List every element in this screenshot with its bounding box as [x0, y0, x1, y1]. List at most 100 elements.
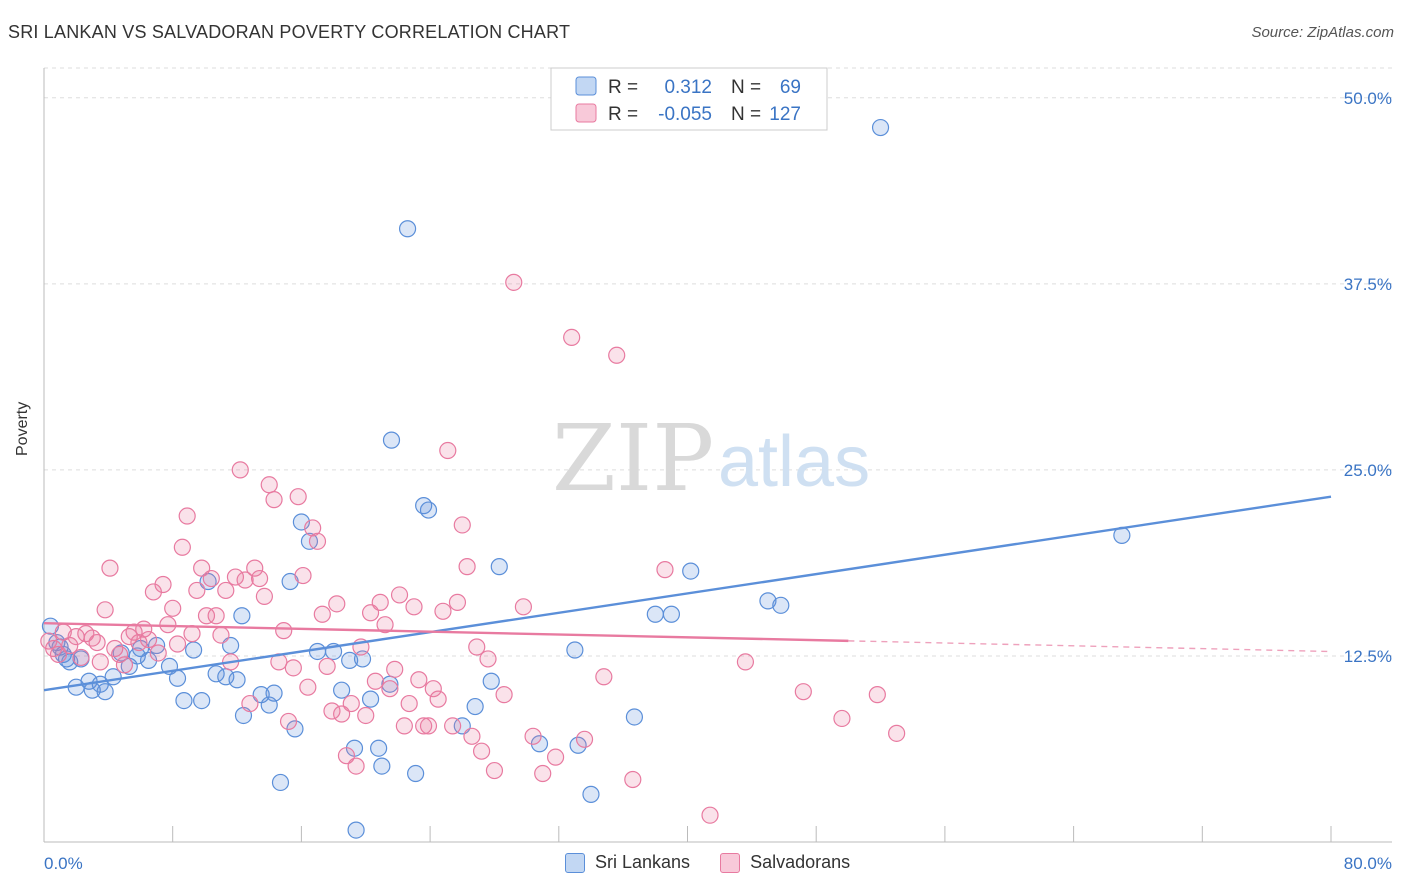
data-point — [72, 648, 90, 667]
data-point — [736, 653, 755, 671]
data-point — [794, 683, 812, 701]
data-point — [546, 748, 565, 766]
watermark-atlas: atlas — [718, 422, 870, 502]
x-tick-labels: 0.0% 80.0% — [44, 854, 1392, 873]
legend-swatch-salvadorans — [575, 103, 597, 123]
data-point — [361, 690, 380, 708]
data-point — [149, 644, 167, 662]
data-point — [373, 757, 391, 775]
data-point — [656, 561, 674, 579]
data-point — [453, 516, 471, 534]
data-point — [398, 220, 417, 238]
data-point — [624, 770, 642, 789]
data-point — [185, 641, 203, 659]
legend-n-label: N = — [731, 104, 761, 125]
data-point — [101, 559, 119, 577]
data-point — [308, 532, 327, 550]
data-point — [458, 558, 476, 576]
data-point — [482, 672, 500, 690]
legend-n-value: 69 — [780, 77, 801, 98]
data-point — [313, 605, 331, 623]
data-point — [505, 273, 523, 291]
data-point — [534, 764, 552, 783]
data-point — [96, 601, 114, 619]
data-point — [366, 672, 385, 690]
y-tick-labels: 12.5% 25.0% 37.5% 50.0% — [1344, 89, 1392, 666]
data-point — [164, 599, 182, 617]
data-point — [429, 690, 447, 708]
data-point — [207, 607, 225, 625]
trend-line-extension — [848, 640, 1332, 653]
data-point — [342, 694, 360, 713]
data-point — [419, 717, 438, 735]
data-point — [434, 602, 452, 620]
data-point — [236, 571, 254, 589]
legend-item-sri-lankans[interactable]: Sri Lankans — [565, 852, 690, 873]
data-point — [207, 665, 225, 683]
data-point — [265, 684, 283, 702]
data-point — [130, 633, 148, 652]
data-point — [341, 651, 359, 670]
data-point — [575, 730, 594, 748]
data-point — [682, 562, 700, 580]
data-point — [662, 605, 681, 623]
data-point — [228, 671, 246, 689]
data-point — [514, 598, 533, 616]
data-point — [61, 636, 79, 655]
legend-swatch-sri-lankans — [575, 76, 597, 96]
data-point — [333, 681, 351, 699]
y-tick-label: 50.0% — [1344, 89, 1392, 108]
data-point — [250, 569, 269, 588]
legend-r-value: 0.312 — [664, 77, 712, 98]
data-point — [233, 607, 251, 625]
watermark-zip: ZIP — [552, 405, 714, 512]
data-point — [168, 635, 187, 653]
data-point — [646, 605, 664, 623]
data-point — [772, 596, 790, 614]
data-point — [49, 645, 68, 664]
data-point — [439, 441, 457, 460]
data-point — [308, 642, 327, 661]
data-point — [255, 587, 273, 606]
data-point — [111, 645, 129, 664]
legend-r-label: R = — [608, 77, 638, 98]
data-points — [40, 118, 1131, 839]
data-point — [289, 488, 307, 506]
data-point — [275, 622, 293, 640]
data-point — [91, 653, 109, 671]
legend-label: Salvadorans — [750, 852, 851, 872]
data-point — [405, 598, 423, 616]
data-point — [347, 821, 365, 839]
data-point — [701, 806, 719, 824]
data-point — [888, 724, 906, 742]
data-point — [241, 694, 259, 713]
legend-label: Sri Lankans — [595, 852, 691, 872]
data-point — [625, 708, 644, 726]
data-point — [284, 659, 302, 677]
trend-line — [43, 621, 849, 643]
data-point — [294, 566, 312, 585]
data-point — [390, 586, 409, 604]
data-point — [115, 656, 134, 674]
data-point — [595, 668, 613, 686]
legend-box: R = 0.312 N = 69 R = -0.055 N = 127 — [550, 67, 828, 131]
data-point — [759, 592, 777, 610]
chart-title: SRI LANKAN VS SALVADORAN POVERTY CORRELA… — [8, 22, 571, 42]
legend-n-value: 127 — [769, 104, 801, 125]
legend-n-label: N = — [731, 77, 761, 98]
trend-line — [43, 495, 1332, 692]
data-point — [485, 761, 504, 780]
data-point — [357, 706, 375, 725]
data-point — [382, 431, 401, 449]
data-point — [395, 717, 413, 735]
data-point — [88, 633, 106, 652]
data-point — [265, 491, 283, 509]
data-point — [226, 568, 245, 586]
source-label: Source: ZipAtlas.com — [1251, 24, 1394, 41]
data-point — [173, 538, 191, 556]
legend-item-salvadorans[interactable]: Salvadorans — [720, 852, 850, 873]
data-point — [193, 691, 211, 710]
data-point — [833, 709, 851, 728]
legend-swatch — [720, 852, 741, 873]
data-point — [217, 581, 235, 600]
